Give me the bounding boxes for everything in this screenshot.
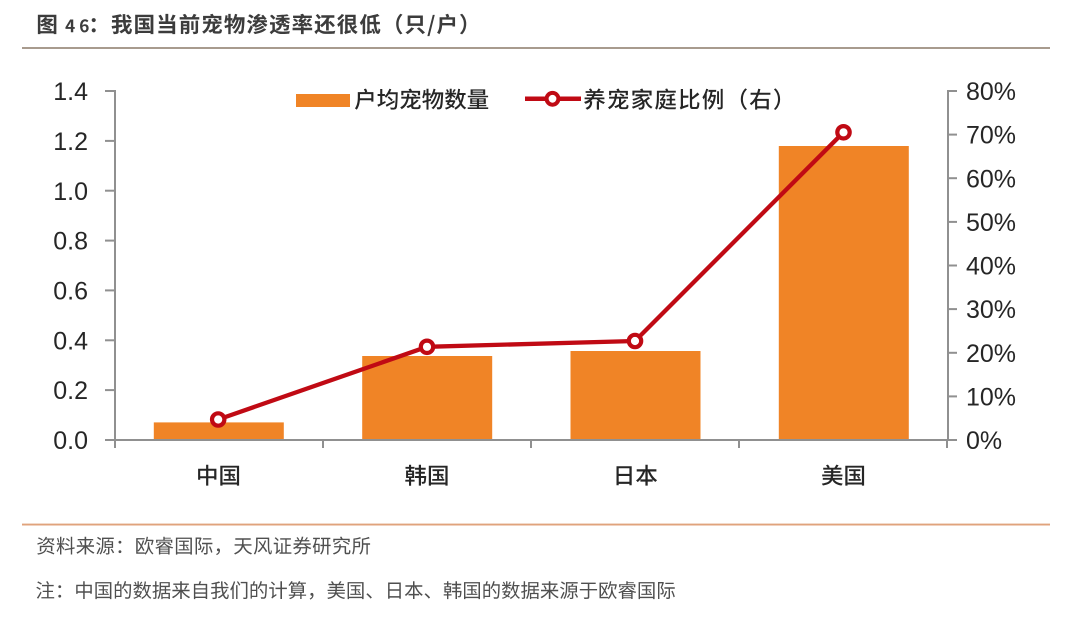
svg-text:50%: 50% bbox=[966, 209, 1016, 237]
svg-text:30%: 30% bbox=[966, 296, 1016, 324]
svg-text:0.8: 0.8 bbox=[53, 228, 88, 256]
svg-text:1.2: 1.2 bbox=[53, 128, 88, 156]
svg-text:20%: 20% bbox=[966, 340, 1016, 368]
svg-text:70%: 70% bbox=[966, 122, 1016, 150]
svg-text:0.2: 0.2 bbox=[53, 377, 88, 405]
svg-text:0.4: 0.4 bbox=[53, 327, 88, 355]
svg-text:0.0: 0.0 bbox=[53, 427, 88, 455]
svg-text:0.6: 0.6 bbox=[53, 278, 88, 306]
svg-text:80%: 80% bbox=[966, 78, 1016, 106]
svg-text:10%: 10% bbox=[966, 384, 1016, 412]
svg-text:40%: 40% bbox=[966, 253, 1016, 281]
svg-text:0%: 0% bbox=[966, 427, 1002, 455]
svg-text:60%: 60% bbox=[966, 165, 1016, 193]
svg-text:1.4: 1.4 bbox=[53, 78, 88, 106]
svg-text:1.0: 1.0 bbox=[53, 178, 88, 206]
